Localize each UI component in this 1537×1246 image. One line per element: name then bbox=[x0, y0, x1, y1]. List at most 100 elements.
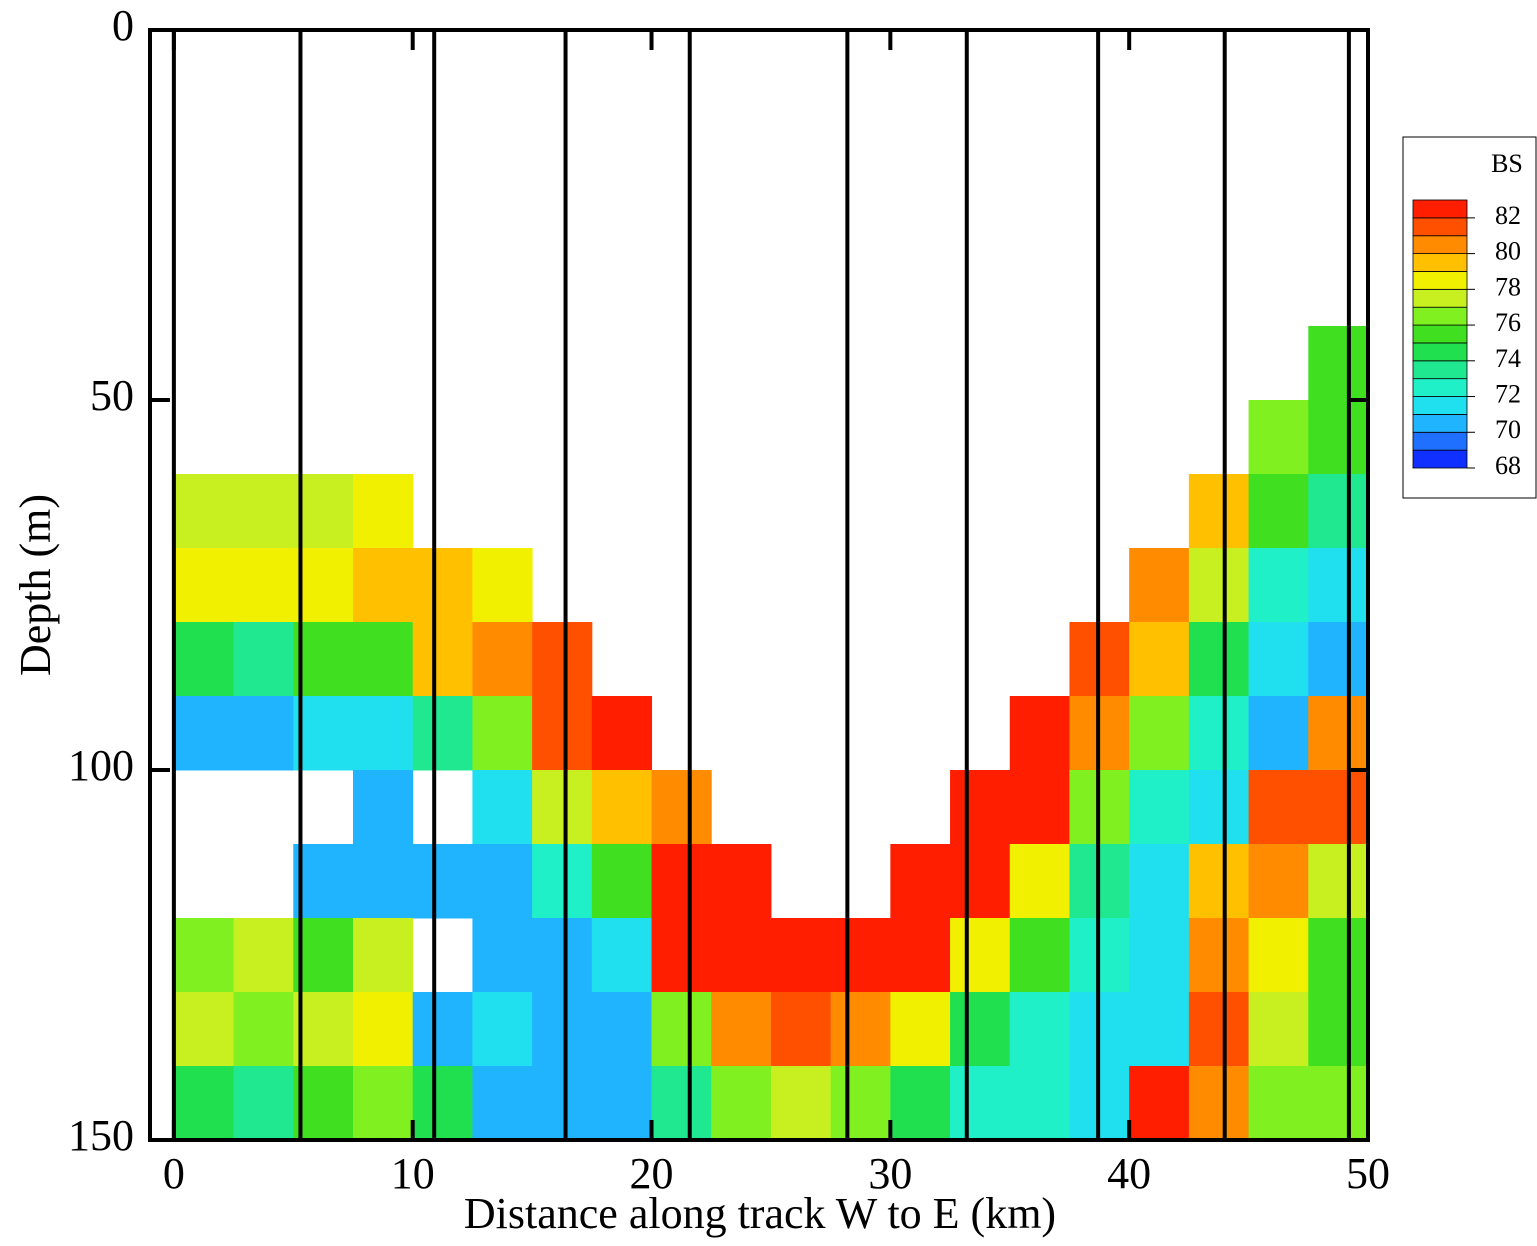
contour-cell bbox=[412, 548, 473, 623]
contour-cell bbox=[950, 918, 1011, 993]
contour-cell bbox=[651, 770, 712, 845]
contour-cell bbox=[1188, 770, 1250, 845]
x-tick-label: 10 bbox=[391, 1149, 435, 1198]
y-tick-label: 100 bbox=[68, 741, 134, 790]
contour-cell bbox=[353, 1066, 414, 1141]
contour-cell bbox=[1188, 474, 1250, 549]
contour-cell bbox=[233, 696, 294, 771]
contour-cell bbox=[293, 1066, 354, 1141]
contour-cell bbox=[770, 918, 832, 993]
contour-cell bbox=[532, 770, 593, 845]
contour-cell bbox=[1308, 1066, 1369, 1141]
contour-cell bbox=[1009, 844, 1070, 919]
contour-cell bbox=[1248, 548, 1309, 623]
contour-cell bbox=[353, 696, 414, 771]
y-tick-label: 150 bbox=[68, 1111, 134, 1160]
y-tick-label: 50 bbox=[90, 371, 134, 420]
contour-cell bbox=[472, 918, 533, 993]
colorbar-tick-label: 80 bbox=[1495, 237, 1521, 266]
colorbar-label: BS bbox=[1491, 149, 1523, 178]
x-tick-label: 50 bbox=[1346, 1149, 1390, 1198]
contour-cell bbox=[830, 918, 891, 993]
x-tick-label: 30 bbox=[868, 1149, 912, 1198]
contour-cell bbox=[1129, 696, 1190, 771]
colorbar-tick-label: 82 bbox=[1495, 201, 1521, 230]
contour-cell bbox=[532, 844, 593, 919]
contour-cell bbox=[1308, 622, 1369, 697]
contour-cell bbox=[1248, 696, 1309, 771]
contour-cell bbox=[830, 1066, 891, 1141]
contour-cell bbox=[353, 918, 414, 993]
contour-cell bbox=[1009, 770, 1070, 845]
contour-cell bbox=[1308, 474, 1369, 549]
colorbar-swatch bbox=[1412, 306, 1468, 326]
colorbar-swatch bbox=[1412, 396, 1468, 415]
contour-cell bbox=[591, 844, 653, 919]
contour-cell bbox=[1129, 844, 1190, 919]
contour-cell bbox=[233, 918, 294, 993]
contour-cell bbox=[1248, 400, 1309, 475]
contour-cell bbox=[353, 622, 414, 697]
contour-cell bbox=[293, 696, 354, 771]
contour-cell bbox=[1009, 1066, 1070, 1141]
contour-cell bbox=[412, 696, 473, 771]
colorbar-tick-label: 78 bbox=[1495, 272, 1521, 301]
colorbar-swatch bbox=[1412, 253, 1468, 272]
contour-cell bbox=[532, 992, 593, 1067]
contour-cell bbox=[770, 992, 832, 1067]
contour-cell bbox=[293, 918, 354, 993]
contour-cell bbox=[770, 1066, 832, 1141]
contour-cell bbox=[950, 770, 1011, 845]
x-axis-label: Distance along track W to E (km) bbox=[464, 1189, 1056, 1238]
contour-cell bbox=[1248, 622, 1309, 697]
contour-cell bbox=[1129, 1066, 1190, 1141]
contour-cell bbox=[233, 1066, 294, 1141]
contour-cell bbox=[1308, 400, 1369, 475]
contour-cell bbox=[1248, 918, 1309, 993]
contour-cell bbox=[890, 992, 951, 1067]
contour-cell bbox=[1188, 992, 1250, 1067]
x-tick-label: 0 bbox=[163, 1149, 185, 1198]
contour-cell bbox=[472, 548, 533, 623]
contour-cell bbox=[532, 696, 593, 771]
contour-cell bbox=[293, 474, 354, 549]
contour-cell bbox=[173, 918, 235, 993]
contour-cell bbox=[1129, 548, 1190, 623]
contour-cell bbox=[412, 1066, 473, 1141]
colorbar-tick-label: 76 bbox=[1495, 308, 1521, 337]
x-tick-label: 40 bbox=[1107, 1149, 1151, 1198]
contour-cell bbox=[353, 548, 414, 623]
colorbar-swatch bbox=[1412, 342, 1468, 362]
contour-cell bbox=[293, 622, 354, 697]
contour-cell bbox=[472, 844, 533, 919]
contour-cell bbox=[950, 1066, 1011, 1141]
contour-cell bbox=[591, 992, 653, 1067]
contour-cell bbox=[173, 992, 235, 1067]
contour-cell bbox=[950, 992, 1011, 1067]
contour-cell bbox=[1248, 1066, 1309, 1141]
colorbar-tick-label: 74 bbox=[1495, 344, 1521, 373]
contour-cell bbox=[1188, 918, 1250, 993]
contour-cell bbox=[950, 844, 1011, 919]
contour-cell bbox=[651, 1066, 712, 1141]
contour-cell bbox=[1129, 770, 1190, 845]
contour-cell bbox=[233, 622, 294, 697]
contour-cell bbox=[651, 992, 712, 1067]
contour-cell bbox=[830, 992, 891, 1067]
contour-cell bbox=[472, 992, 533, 1067]
contour-cell bbox=[1308, 696, 1369, 771]
y-axis-label: Depth (m) bbox=[11, 494, 60, 676]
contour-cell bbox=[293, 992, 354, 1067]
colorbar-swatch bbox=[1412, 431, 1468, 451]
contour-cell bbox=[412, 992, 473, 1067]
contour-cell bbox=[472, 622, 533, 697]
colorbar-swatch bbox=[1412, 378, 1468, 397]
colorbar-swatch bbox=[1412, 288, 1468, 308]
y-tick-label: 0 bbox=[112, 1, 134, 50]
contour-cell bbox=[173, 1066, 235, 1141]
contour-cell bbox=[293, 844, 354, 919]
contour-cell bbox=[1129, 992, 1190, 1067]
contour-cell bbox=[591, 696, 653, 771]
contour-cell bbox=[1308, 548, 1369, 623]
contour-cell bbox=[591, 918, 653, 993]
